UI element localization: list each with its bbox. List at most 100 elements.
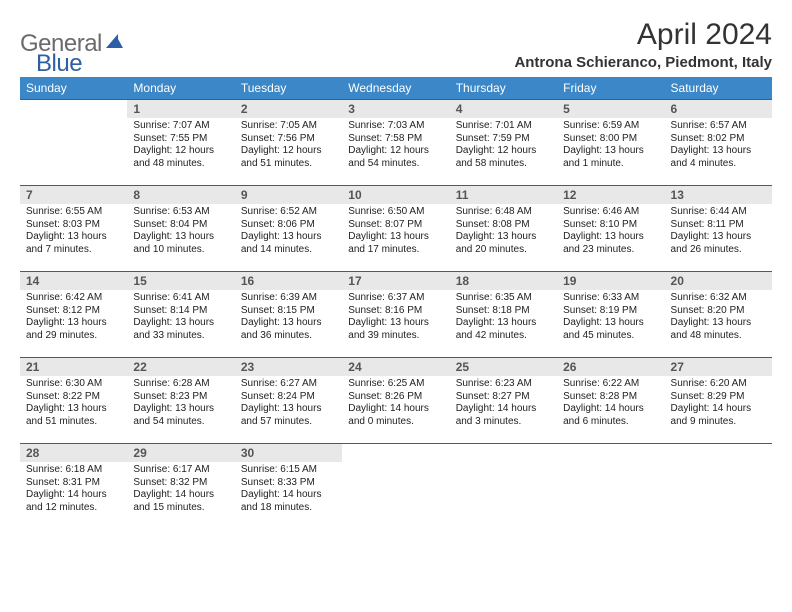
day-number: 15 — [127, 272, 234, 290]
detail-line: Sunrise: 6:57 AM — [671, 120, 766, 133]
detail-line: Sunset: 7:59 PM — [456, 133, 551, 146]
detail-line: Daylight: 13 hours — [241, 317, 336, 330]
calendar-cell: 2Sunrise: 7:05 AMSunset: 7:56 PMDaylight… — [235, 100, 342, 186]
detail-line: and 18 minutes. — [241, 502, 336, 515]
detail-line: Sunrise: 6:53 AM — [133, 206, 228, 219]
detail-line: Sunrise: 6:37 AM — [348, 292, 443, 305]
detail-line: and 1 minute. — [563, 158, 658, 171]
calendar-cell: 12Sunrise: 6:46 AMSunset: 8:10 PMDayligh… — [557, 186, 664, 272]
day-number: 4 — [450, 100, 557, 118]
detail-line: Sunrise: 6:41 AM — [133, 292, 228, 305]
day-details: Sunrise: 6:17 AMSunset: 8:32 PMDaylight:… — [127, 462, 234, 518]
detail-line: and 45 minutes. — [563, 330, 658, 343]
day-number: 1 — [127, 100, 234, 118]
detail-line: Sunset: 8:10 PM — [563, 219, 658, 232]
calendar-cell: 19Sunrise: 6:33 AMSunset: 8:19 PMDayligh… — [557, 272, 664, 358]
calendar-cell: 4Sunrise: 7:01 AMSunset: 7:59 PMDaylight… — [450, 100, 557, 186]
detail-line: Daylight: 14 hours — [456, 403, 551, 416]
detail-line: Daylight: 13 hours — [26, 231, 121, 244]
day-details: Sunrise: 6:35 AMSunset: 8:18 PMDaylight:… — [450, 290, 557, 346]
day-details: Sunrise: 6:59 AMSunset: 8:00 PMDaylight:… — [557, 118, 664, 174]
day-number: 13 — [665, 186, 772, 204]
calendar-table: Sunday Monday Tuesday Wednesday Thursday… — [20, 77, 772, 530]
detail-line: Daylight: 14 hours — [241, 489, 336, 502]
detail-line: Daylight: 13 hours — [563, 231, 658, 244]
calendar-cell: 21Sunrise: 6:30 AMSunset: 8:22 PMDayligh… — [20, 358, 127, 444]
detail-line: Daylight: 14 hours — [26, 489, 121, 502]
day-number: 14 — [20, 272, 127, 290]
detail-line: and 36 minutes. — [241, 330, 336, 343]
detail-line: Sunset: 8:31 PM — [26, 477, 121, 490]
detail-line: and 6 minutes. — [563, 416, 658, 429]
calendar-cell: 27Sunrise: 6:20 AMSunset: 8:29 PMDayligh… — [665, 358, 772, 444]
day-details: Sunrise: 7:05 AMSunset: 7:56 PMDaylight:… — [235, 118, 342, 174]
day-number: 25 — [450, 358, 557, 376]
calendar-cell: 3Sunrise: 7:03 AMSunset: 7:58 PMDaylight… — [342, 100, 449, 186]
calendar-cell: 28Sunrise: 6:18 AMSunset: 8:31 PMDayligh… — [20, 444, 127, 530]
logo-blue-wrap: Blue — [36, 50, 82, 78]
detail-line: Daylight: 12 hours — [133, 145, 228, 158]
detail-line: Sunset: 7:58 PM — [348, 133, 443, 146]
header: General April 2024 Antrona Schieranco, P… — [20, 18, 772, 71]
detail-line: Daylight: 13 hours — [456, 317, 551, 330]
day-number: 23 — [235, 358, 342, 376]
day-number: 22 — [127, 358, 234, 376]
detail-line: Sunrise: 7:07 AM — [133, 120, 228, 133]
weekday-header: Friday — [557, 77, 664, 100]
detail-line: and 3 minutes. — [456, 416, 551, 429]
day-number: 18 — [450, 272, 557, 290]
title-block: April 2024 Antrona Schieranco, Piedmont,… — [514, 18, 772, 71]
weekday-header: Wednesday — [342, 77, 449, 100]
day-details: Sunrise: 6:18 AMSunset: 8:31 PMDaylight:… — [20, 462, 127, 518]
calendar-cell: 22Sunrise: 6:28 AMSunset: 8:23 PMDayligh… — [127, 358, 234, 444]
detail-line: and 9 minutes. — [671, 416, 766, 429]
detail-line: Daylight: 13 hours — [348, 231, 443, 244]
detail-line: Sunrise: 6:39 AM — [241, 292, 336, 305]
detail-line: Sunrise: 7:03 AM — [348, 120, 443, 133]
day-details: Sunrise: 7:03 AMSunset: 7:58 PMDaylight:… — [342, 118, 449, 174]
calendar-cell — [20, 100, 127, 186]
weekday-header: Sunday — [20, 77, 127, 100]
day-number: 5 — [557, 100, 664, 118]
day-number: 6 — [665, 100, 772, 118]
weekday-header: Tuesday — [235, 77, 342, 100]
detail-line: Daylight: 12 hours — [348, 145, 443, 158]
detail-line: Sunrise: 6:27 AM — [241, 378, 336, 391]
calendar-cell: 8Sunrise: 6:53 AMSunset: 8:04 PMDaylight… — [127, 186, 234, 272]
calendar-cell: 30Sunrise: 6:15 AMSunset: 8:33 PMDayligh… — [235, 444, 342, 530]
detail-line: Sunset: 8:06 PM — [241, 219, 336, 232]
calendar-cell: 15Sunrise: 6:41 AMSunset: 8:14 PMDayligh… — [127, 272, 234, 358]
detail-line: and 26 minutes. — [671, 244, 766, 257]
day-number: 2 — [235, 100, 342, 118]
detail-line: and 12 minutes. — [26, 502, 121, 515]
detail-line: Sunset: 8:27 PM — [456, 391, 551, 404]
calendar-cell: 7Sunrise: 6:55 AMSunset: 8:03 PMDaylight… — [20, 186, 127, 272]
detail-line: Sunset: 7:56 PM — [241, 133, 336, 146]
detail-line: and 14 minutes. — [241, 244, 336, 257]
detail-line: Daylight: 13 hours — [133, 317, 228, 330]
calendar-cell: 10Sunrise: 6:50 AMSunset: 8:07 PMDayligh… — [342, 186, 449, 272]
detail-line: Sunset: 8:20 PM — [671, 305, 766, 318]
detail-line: Sunset: 8:08 PM — [456, 219, 551, 232]
logo-text-blue: Blue — [36, 50, 82, 77]
calendar-cell: 1 Sunrise: 7:07 AMSunset: 7:55 PMDaylight… — [127, 100, 234, 186]
detail-line: Daylight: 13 hours — [563, 317, 658, 330]
calendar-cell: 24Sunrise: 6:25 AMSunset: 8:26 PMDayligh… — [342, 358, 449, 444]
detail-line: Daylight: 12 hours — [241, 145, 336, 158]
calendar-cell: 14Sunrise: 6:42 AMSunset: 8:12 PMDayligh… — [20, 272, 127, 358]
detail-line: Sunset: 8:16 PM — [348, 305, 443, 318]
day-details: Sunrise: 6:20 AMSunset: 8:29 PMDaylight:… — [665, 376, 772, 432]
detail-line: Sunset: 8:07 PM — [348, 219, 443, 232]
detail-line: Daylight: 13 hours — [456, 231, 551, 244]
calendar-cell: 17Sunrise: 6:37 AMSunset: 8:16 PMDayligh… — [342, 272, 449, 358]
day-number: 19 — [557, 272, 664, 290]
calendar-cell: 26Sunrise: 6:22 AMSunset: 8:28 PMDayligh… — [557, 358, 664, 444]
calendar-cell: 25Sunrise: 6:23 AMSunset: 8:27 PMDayligh… — [450, 358, 557, 444]
detail-line: Sunset: 7:55 PM — [133, 133, 228, 146]
calendar-cell: 5Sunrise: 6:59 AMSunset: 8:00 PMDaylight… — [557, 100, 664, 186]
detail-line: and 48 minutes. — [671, 330, 766, 343]
day-number: 9 — [235, 186, 342, 204]
detail-line: Sunrise: 6:44 AM — [671, 206, 766, 219]
detail-line: Sunrise: 6:28 AM — [133, 378, 228, 391]
day-details: Sunrise: 6:41 AMSunset: 8:14 PMDaylight:… — [127, 290, 234, 346]
